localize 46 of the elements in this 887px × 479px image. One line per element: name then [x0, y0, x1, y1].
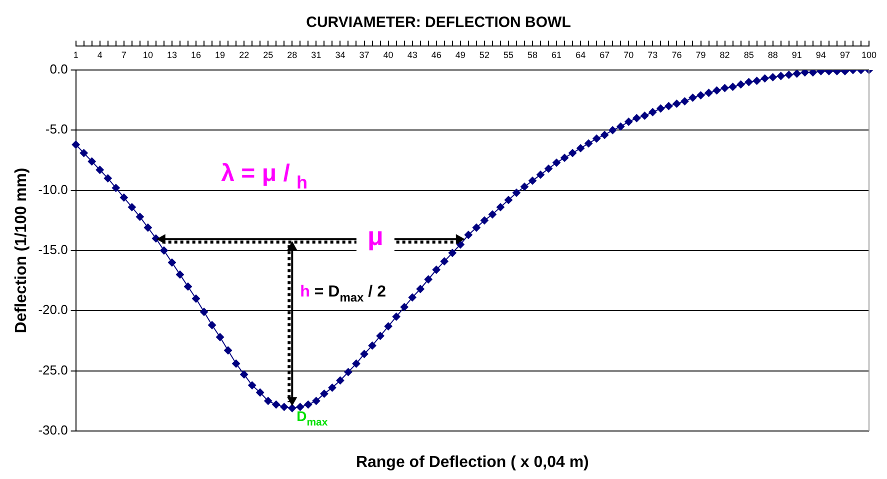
y-tick-label: -20.0 — [38, 302, 68, 318]
x-tick-label: 97 — [840, 50, 850, 60]
x-tick-label: 1 — [73, 50, 78, 60]
x-tick-label: 79 — [696, 50, 706, 60]
x-tick-label: 70 — [624, 50, 634, 60]
x-tick-label: 43 — [407, 50, 418, 60]
x-tick-label: 88 — [768, 50, 778, 60]
x-tick-label: 34 — [335, 50, 346, 60]
y-tick-label: 0.0 — [50, 62, 68, 77]
x-tick-label: 22 — [239, 50, 250, 60]
x-tick-label: 16 — [191, 50, 202, 60]
x-tick-label: 73 — [648, 50, 658, 60]
x-tick-label: 4 — [97, 50, 102, 60]
annotation: λ = μ / h — [221, 160, 308, 192]
y-tick-label: -30.0 — [38, 422, 68, 438]
x-tick-label: 46 — [431, 50, 442, 60]
x-tick-label: 61 — [552, 50, 562, 60]
x-tick-label: 13 — [166, 50, 177, 60]
x-tick-label: 100 — [861, 50, 877, 60]
annotation: μ — [367, 221, 384, 252]
x-tick-label: 85 — [744, 50, 754, 60]
y-axis-title: Deflection (1/100 mm) — [13, 168, 30, 334]
chart-title: CURVIAMETER: DEFLECTION BOWL — [306, 14, 571, 32]
x-tick-label: 91 — [792, 50, 802, 60]
x-tick-label: 31 — [311, 50, 322, 60]
x-tick-label: 40 — [383, 50, 394, 60]
x-tick-label: 55 — [503, 50, 514, 60]
x-tick-label: 67 — [600, 50, 610, 60]
x-tick-label: 37 — [359, 50, 370, 60]
x-tick-label: 25 — [263, 50, 274, 60]
x-axis-title: Range of Deflection ( x 0,04 m) — [356, 454, 589, 471]
y-tick-label: -25.0 — [38, 362, 68, 378]
y-tick-label: -10.0 — [38, 182, 68, 197]
x-tick-label: 76 — [672, 50, 682, 60]
x-tick-label: 52 — [479, 50, 490, 60]
x-tick-label: 82 — [720, 50, 730, 60]
x-tick-label: 7 — [121, 50, 126, 60]
x-tick-label: 28 — [287, 50, 298, 60]
x-tick-label: 10 — [142, 50, 153, 60]
x-tick-label: 94 — [816, 50, 826, 60]
x-tick-label: 19 — [215, 50, 226, 60]
x-tick-label: 64 — [576, 50, 586, 60]
x-tick-label: 49 — [455, 50, 466, 60]
x-tick-label: 58 — [527, 50, 538, 60]
y-tick-label: -5.0 — [45, 122, 68, 137]
y-tick-label: -15.0 — [38, 242, 68, 258]
